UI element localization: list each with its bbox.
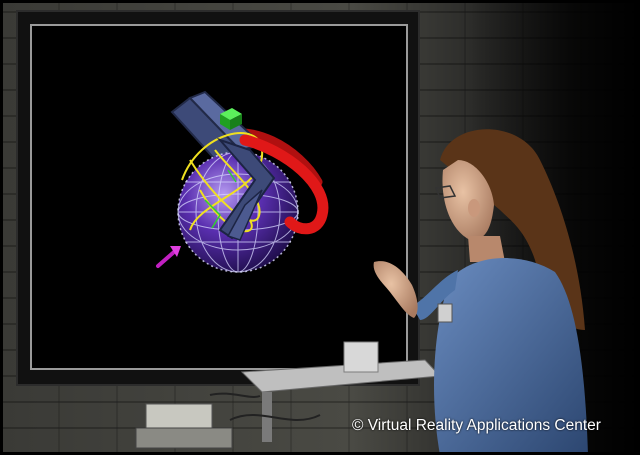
hand	[373, 261, 418, 318]
magenta-pointer	[156, 246, 181, 268]
green-cube	[220, 108, 242, 130]
person-presenter	[373, 129, 588, 455]
equipment-box-2	[135, 427, 233, 449]
green-traces	[204, 169, 237, 229]
arm	[412, 270, 458, 320]
face	[442, 160, 494, 241]
glasses	[434, 185, 457, 199]
red-ring-front	[239, 134, 329, 235]
cables	[209, 392, 321, 421]
sphere-outline	[177, 151, 299, 273]
wrist-tracker	[437, 303, 453, 323]
blue-shirt	[434, 258, 588, 455]
small-device	[343, 341, 379, 373]
copyright-caption: © Virtual Reality Applications Center	[352, 417, 601, 434]
projector-cart	[240, 359, 442, 393]
